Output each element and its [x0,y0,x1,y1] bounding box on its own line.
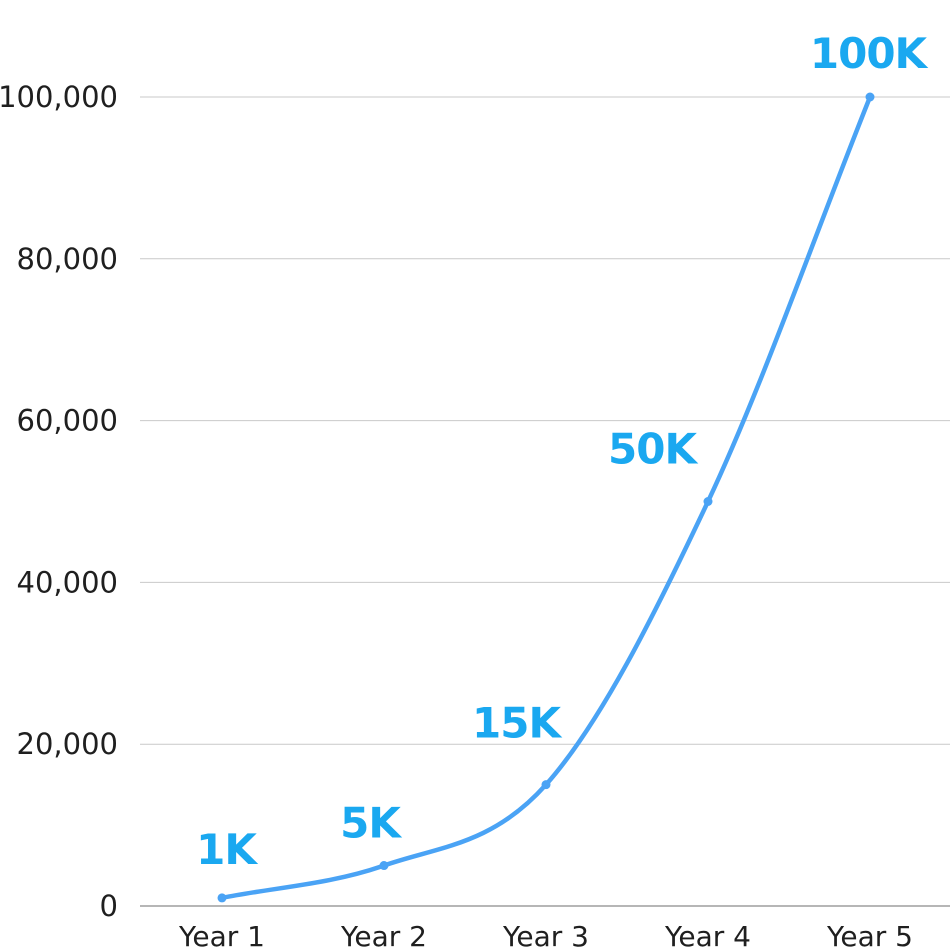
x-tick-label: Year 3 [502,920,589,950]
data-point [217,893,227,903]
data-point [379,861,389,871]
data-labels: 1K 5K 15K 50K 100K [196,29,929,874]
gridlines [140,96,950,907]
data-label: 100K [810,29,929,78]
y-tick-label: 80,000 [17,242,118,276]
y-axis-tick-labels: 0 20,000 40,000 60,000 80,000 100,000 [0,80,118,923]
x-tick-label: Year 4 [664,920,751,950]
data-label: 1K [196,825,258,874]
y-tick-label: 20,000 [17,727,118,761]
data-label: 5K [340,799,402,848]
y-tick-label: 100,000 [0,80,118,114]
data-label: 15K [472,699,562,748]
data-label: 50K [608,425,698,474]
y-tick-label: 60,000 [17,404,118,438]
y-tick-label: 0 [100,889,118,923]
series [217,92,875,903]
y-tick-label: 40,000 [17,565,118,599]
x-tick-label: Year 1 [178,920,265,950]
data-point [541,780,551,790]
x-axis-tick-labels: Year 1 Year 2 Year 3 Year 4 Year 5 [178,920,913,950]
data-point [865,92,875,102]
x-tick-label: Year 2 [340,920,427,950]
data-point [703,497,713,506]
series-line [219,94,873,901]
x-tick-label: Year 5 [826,920,913,950]
